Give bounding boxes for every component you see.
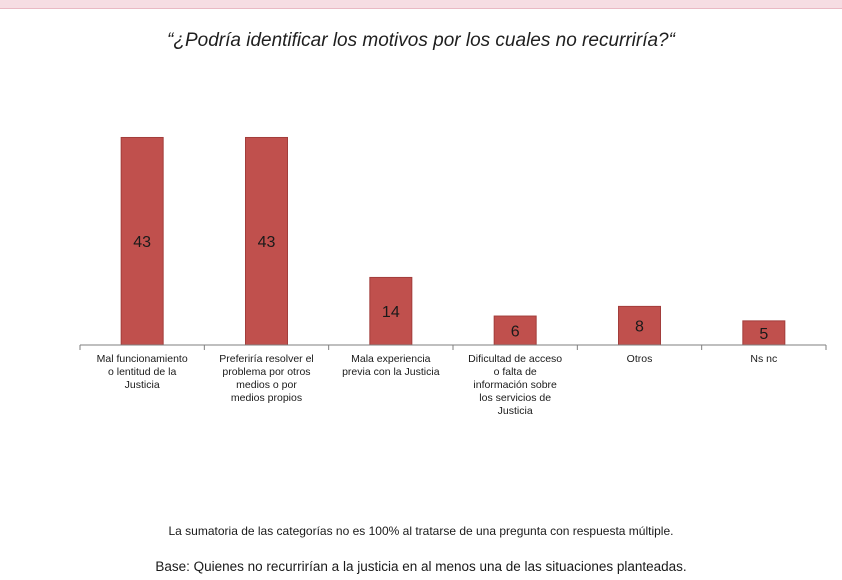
category-label-4: Dificultad de acceso o falta de informació… [468, 353, 562, 417]
category-label-2: Preferiría resolver el problema por otros… [219, 353, 314, 404]
bar-chart: 43 43 14 6 8 5 Mal funcionamiento o lentitud de… [79, 136, 827, 417]
data-label-5: 8 [635, 319, 644, 336]
bar-2 [245, 136, 288, 346]
data-label-1: 43 [133, 234, 151, 251]
category-label-3: Mala experiencia previa con la Justicia [342, 353, 440, 378]
data-label-3: 14 [382, 304, 400, 321]
chart-title: “¿Podría identificar los motivos por los… [167, 30, 675, 51]
bar-1 [120, 136, 164, 346]
top-strip [0, 0, 842, 9]
footnote-multiple-response: La sumatoria de las categorías no es 100… [168, 524, 674, 538]
data-label-4: 6 [511, 324, 520, 341]
bar-5 [618, 305, 661, 346]
category-label-1: Mal funcionamiento o lentitud de la Justic… [97, 353, 188, 391]
bar-4 [493, 315, 537, 346]
data-label-6: 5 [759, 326, 768, 343]
category-label-5: Otros [627, 353, 653, 365]
bar-3 [369, 276, 413, 346]
footnote-base: Base: Quienes no recurrirían a la justic… [155, 559, 687, 574]
bar-6 [742, 320, 786, 346]
data-label-2: 43 [258, 234, 276, 251]
category-label-6: Ns nc [750, 353, 777, 365]
